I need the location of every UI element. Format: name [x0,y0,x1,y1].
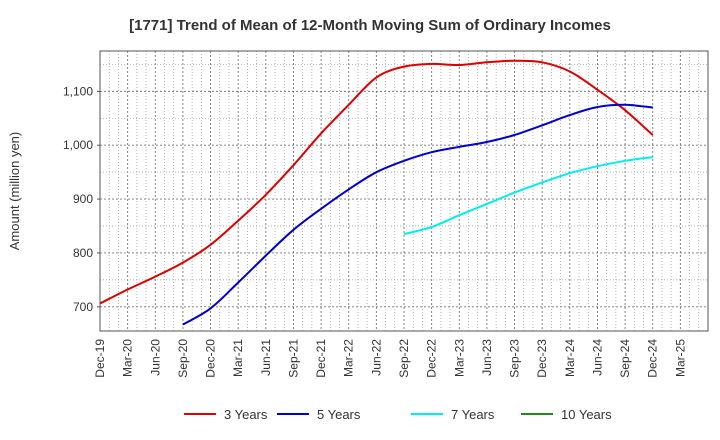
x-tick-label: Mar-24 [563,339,577,377]
legend-label-7-years: 7 Years [451,407,495,422]
x-tick-label: Jun-24 [590,339,604,376]
series-line-5-years [182,103,653,326]
x-tick-label: Jun-21 [259,339,273,376]
y-tick-label: 1,000 [63,138,93,152]
x-tick-label: Mar-21 [231,339,245,377]
x-tick-label: Sep-21 [286,339,300,378]
x-tick-label: Sep-22 [397,339,411,378]
x-tick-label: Dec-23 [535,339,549,378]
x-tick-label: Sep-20 [176,339,190,378]
series-line-7-years [403,156,653,236]
x-tick-label: Mar-20 [121,339,135,377]
x-tick-label: Sep-24 [618,339,632,378]
y-axis-label: Amount (million yen) [7,132,22,251]
x-tick-label: Dec-21 [314,339,328,378]
legend-label-3-years: 3 Years [224,407,268,422]
x-tick-label: Dec-24 [646,339,660,378]
y-tick-label: 700 [73,300,93,314]
x-tick-label: Jun-20 [148,339,162,376]
y-tick-label: 800 [73,246,93,260]
x-tick-label: Jun-23 [480,339,494,376]
x-tick-label: Dec-19 [93,339,107,378]
legend-label-5-years: 5 Years [317,407,361,422]
x-tick-label: Mar-23 [452,339,466,377]
legend: 3 Years 5 Years 7 Years 10 Years [184,407,612,422]
y-tick-label: 1,100 [63,84,93,98]
x-tick-label: Mar-22 [342,339,356,377]
series-line-3-years [99,59,654,305]
x-tick-label: Sep-23 [508,339,522,378]
y-tick-label: 900 [73,192,93,206]
plot-area: 700 800 900 1,000 1,100 Dec-19 Mar-20 Jun-20 Sep… [63,50,709,378]
plot-frame [99,50,709,332]
x-tick-label: Jun-22 [369,339,383,376]
x-tick-label: Mar-25 [673,339,687,377]
x-tick-label: Dec-20 [204,339,218,378]
chart-title: [1771] Trend of Mean of 12-Month Moving … [129,17,611,34]
legend-label-10-years: 10 Years [561,407,612,422]
x-tick-label: Dec-22 [425,339,439,378]
